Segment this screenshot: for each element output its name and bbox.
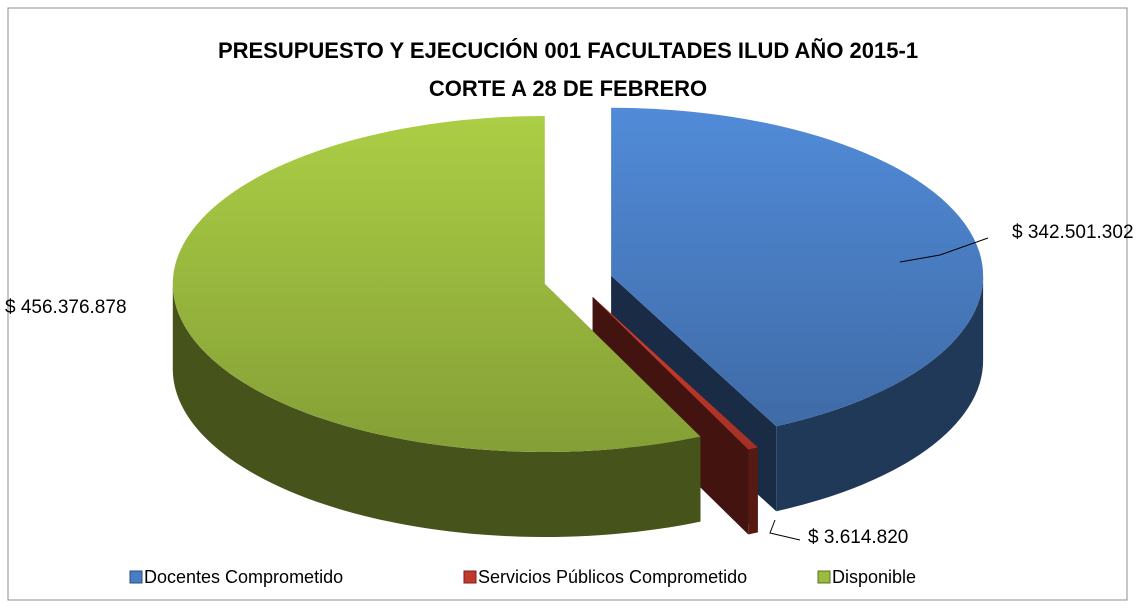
leader-line xyxy=(899,237,989,263)
data-label: $ 342.501.302 xyxy=(1012,222,1134,243)
slice-side xyxy=(776,275,984,512)
legend-label: Disponible xyxy=(832,567,916,587)
slice-side xyxy=(748,447,758,535)
chart-title: CORTE A 28 DE FEBRERO xyxy=(429,76,707,101)
chart-title: PRESUPUESTO Y EJECUCIÓN 001 FACULTADES I… xyxy=(218,38,918,63)
slice-side xyxy=(172,284,701,538)
data-label: $ 3.614.820 xyxy=(808,527,908,548)
leader-line xyxy=(769,519,801,541)
legend-swatch xyxy=(129,570,143,584)
legend-swatch xyxy=(817,570,831,584)
legend-label: Docentes Comprometido xyxy=(144,567,343,587)
legend-label: Servicios Públicos Comprometido xyxy=(478,567,747,587)
data-label: $ 456.376.878 xyxy=(5,297,127,318)
slice xyxy=(172,116,701,453)
slice xyxy=(611,107,984,427)
slice xyxy=(592,296,758,450)
legend-swatch xyxy=(463,570,477,584)
